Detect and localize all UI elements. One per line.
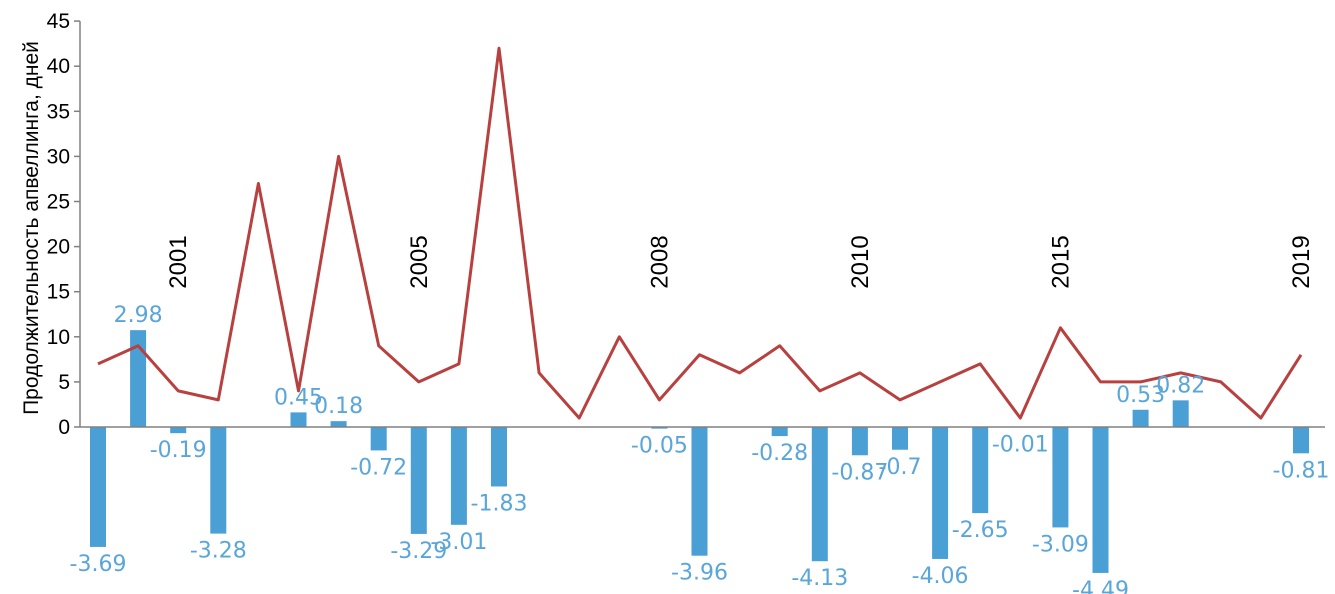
- year-label: 2019: [1288, 235, 1315, 288]
- bar-value-label: -3.69: [70, 552, 127, 577]
- y-tick-label: 30: [47, 145, 70, 168]
- year-labels: 2001 2005 2008 2010 2015 2019: [165, 235, 1315, 288]
- y-tick-label: 20: [47, 236, 70, 259]
- y-axis-label: Продолжительность апвеллинга, дней: [20, 41, 43, 415]
- bar: [771, 427, 788, 437]
- y-tick-label: 25: [47, 191, 70, 214]
- bar: [1052, 427, 1069, 528]
- year-label: 2008: [646, 235, 673, 288]
- bar-value-label: -3.09: [1032, 532, 1089, 557]
- bar: [370, 427, 387, 451]
- bar-value-label: -2.65: [952, 518, 1009, 543]
- year-label: 2015: [1047, 235, 1074, 288]
- bar-value-label: -4.49: [1072, 578, 1129, 594]
- bar: [491, 427, 507, 487]
- bar-value-label: -0.19: [150, 438, 207, 463]
- bar-value-label: 0.45: [274, 385, 323, 410]
- bar-value-label: -0.7: [879, 455, 922, 480]
- bar: [290, 412, 307, 427]
- bar: [851, 427, 868, 456]
- y-axis: 0 5 10 15 20 25 30 35 40 45: [47, 10, 81, 439]
- bar-value-label: -0.01: [992, 432, 1049, 457]
- bar-value-label: -3.28: [190, 539, 247, 564]
- bar-value-labels: -3.692.98-0.19-3.280.450.18-0.72-3.29-3.…: [70, 303, 1330, 594]
- y-tick-label: 35: [47, 100, 70, 123]
- line-series: [97, 46, 1303, 420]
- bar-value-label: -0.81: [1273, 458, 1330, 483]
- y-tick-label: 10: [47, 326, 70, 349]
- bar: [892, 427, 908, 450]
- bar: [330, 421, 347, 427]
- bar-value-label: -3.96: [671, 561, 728, 586]
- bar-series: [90, 330, 1309, 573]
- bar: [1293, 427, 1309, 454]
- duration-line: [97, 46, 1303, 420]
- bar-value-label: -0.05: [631, 434, 688, 459]
- y-tick-label: 15: [47, 281, 70, 304]
- bar: [932, 427, 949, 559]
- bar-value-label: 0.53: [1116, 383, 1165, 408]
- bar: [90, 427, 106, 547]
- y-tick-label: 45: [47, 10, 70, 33]
- bar-value-label: -1.83: [471, 491, 528, 516]
- year-label: 2005: [406, 235, 433, 288]
- y-tick-label: 0: [58, 416, 70, 439]
- bar: [1132, 409, 1149, 427]
- bar-value-label: -4.13: [791, 566, 848, 591]
- bar-value-label: -3.29: [390, 539, 447, 564]
- bar-value-label: -0.28: [751, 441, 808, 466]
- bar: [651, 427, 668, 429]
- bar-value-label: -3.01: [430, 530, 487, 555]
- bar-value-label: 0.18: [314, 394, 363, 419]
- bar: [1092, 427, 1109, 573]
- y-tick-label: 5: [58, 371, 70, 394]
- bar: [450, 427, 467, 525]
- y-tick-label: 40: [47, 55, 70, 78]
- year-label: 2010: [847, 235, 874, 288]
- bar: [210, 427, 227, 534]
- bar: [410, 427, 427, 534]
- bar: [811, 427, 828, 562]
- bar: [972, 427, 989, 514]
- bar-value-label: 2.98: [114, 303, 163, 328]
- bar-value-label: 0.82: [1156, 373, 1205, 398]
- bar: [130, 330, 147, 427]
- bar-value-label: -4.06: [912, 564, 969, 589]
- bar: [170, 427, 187, 434]
- bar-value-label: -0.87: [831, 460, 888, 485]
- bar: [1172, 400, 1189, 427]
- bar: [691, 427, 708, 556]
- year-label: 2001: [165, 235, 192, 288]
- bar-value-label: -0.72: [350, 455, 407, 480]
